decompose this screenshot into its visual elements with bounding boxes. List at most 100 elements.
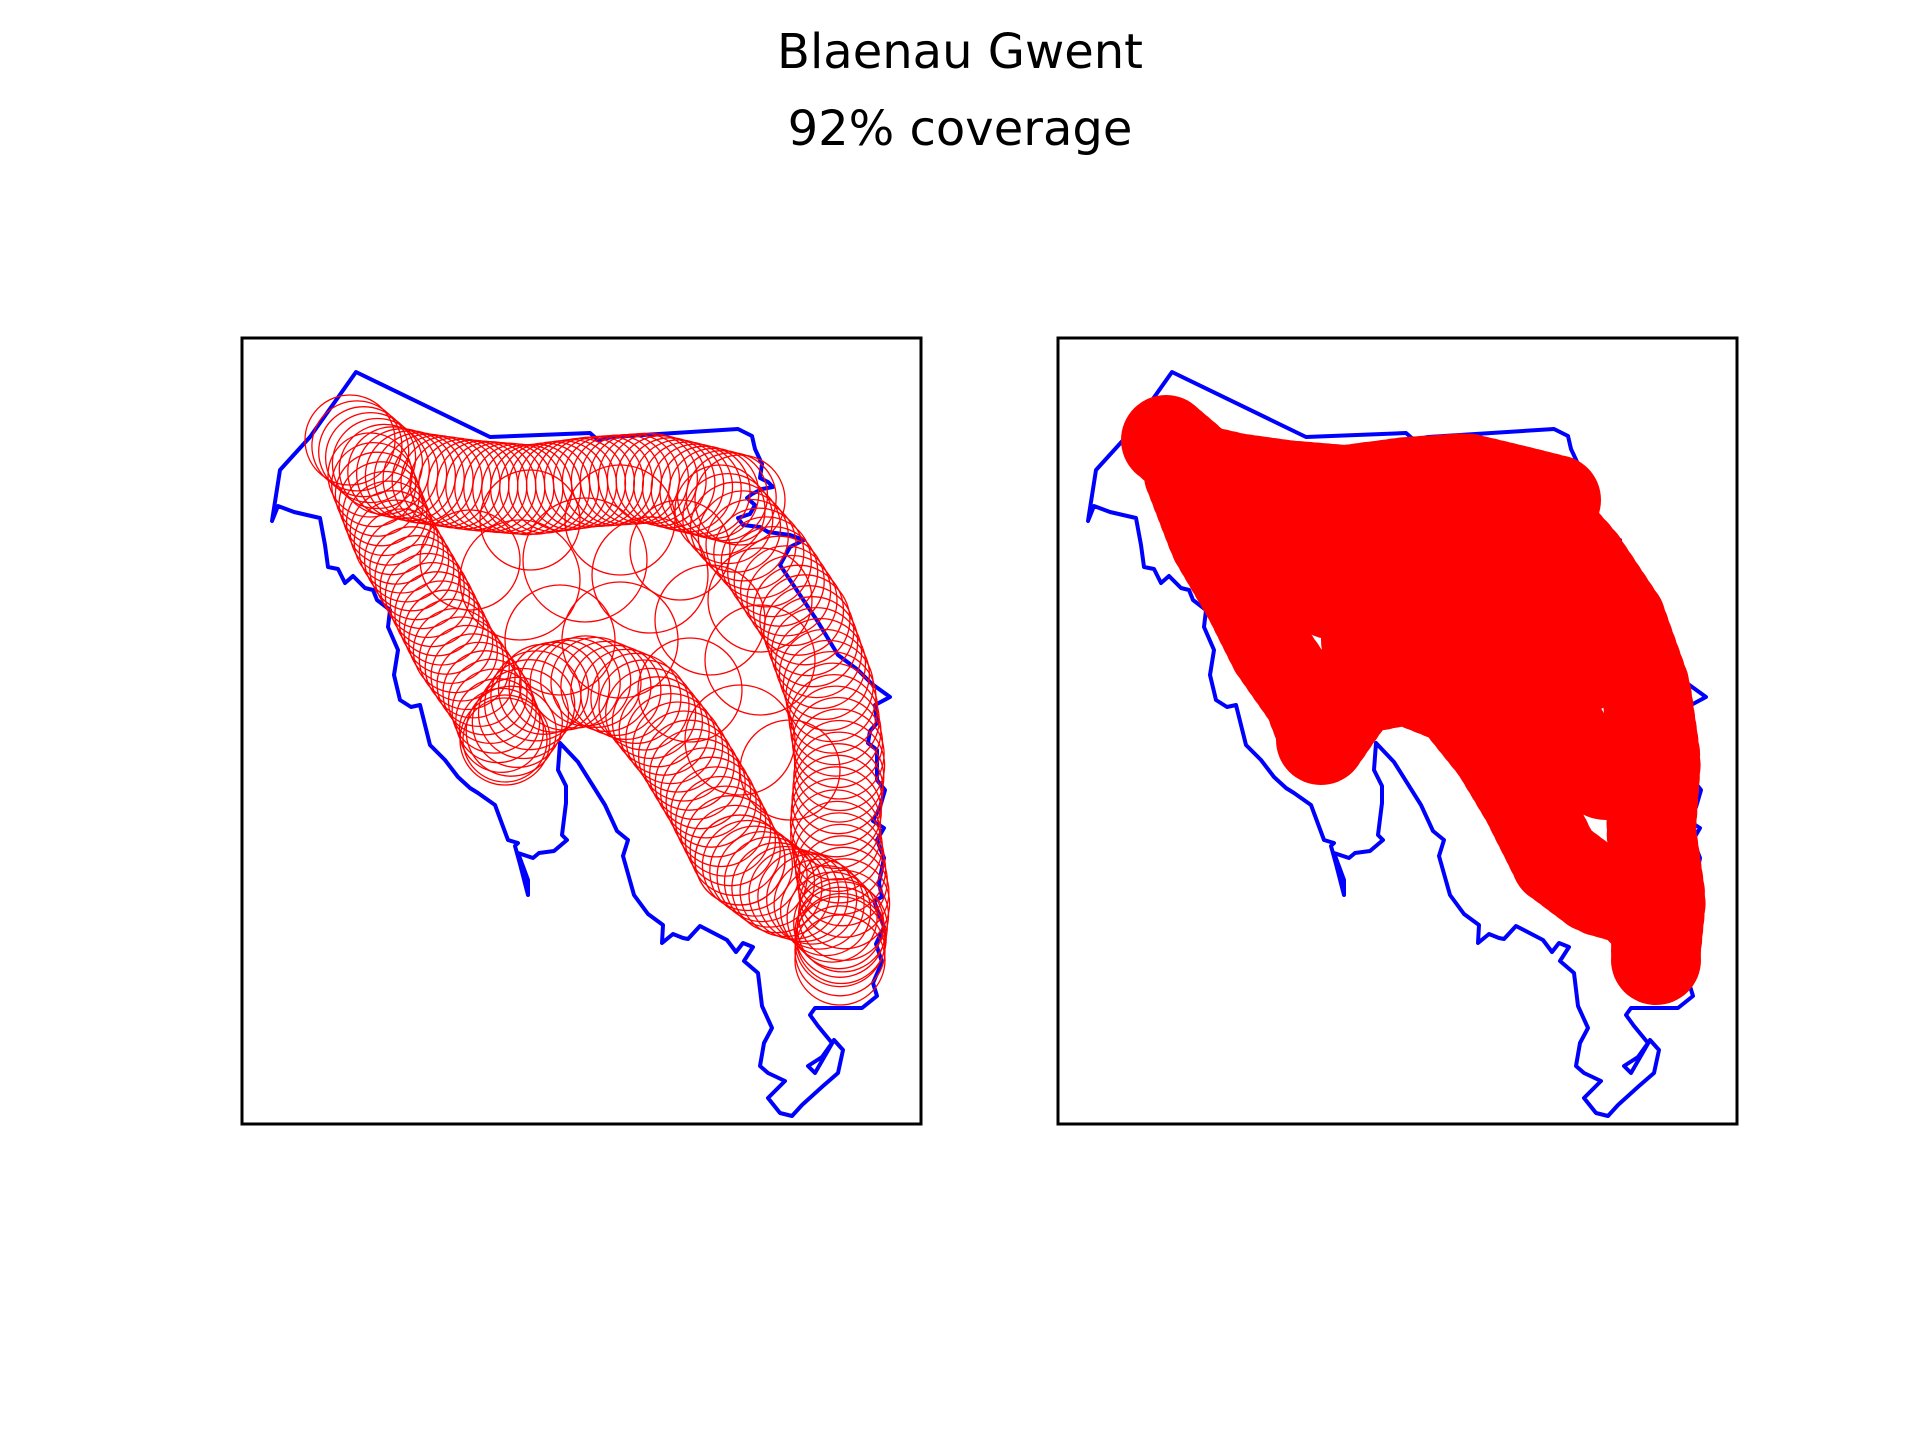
coverage-circle <box>794 914 886 1006</box>
coverage-circle <box>716 830 808 923</box>
coverage-circle <box>629 499 731 601</box>
coverage-circle <box>739 845 831 938</box>
coverage-circle <box>633 439 725 531</box>
chart-title: Blaenau Gwent <box>777 24 1143 80</box>
coverage-circle <box>504 584 616 696</box>
coverage-circle <box>670 766 762 858</box>
coverage-circle <box>674 464 766 556</box>
coverage-circle <box>637 637 743 743</box>
coverage-circle <box>484 659 576 751</box>
coverage-circle <box>665 756 757 848</box>
coverage-circle <box>689 804 781 897</box>
coverage-circle <box>471 676 563 769</box>
coverage-circle <box>782 639 874 732</box>
coverage-circle <box>606 432 699 525</box>
coverage-circle <box>733 535 825 627</box>
coverage-circle <box>424 624 510 711</box>
coverage-circle <box>697 490 789 582</box>
coverage-circle <box>436 641 522 728</box>
circles-panel <box>240 336 923 1126</box>
coverage-circle <box>757 850 849 943</box>
coverage-circle <box>794 886 886 978</box>
coverage-circle <box>748 848 840 940</box>
coverage-circle <box>789 777 882 870</box>
coverage-circle <box>311 400 403 492</box>
coverage-circle <box>625 692 717 785</box>
coverage-circle <box>660 747 752 839</box>
coverage-circle <box>790 766 882 858</box>
coverage-circle <box>778 628 871 721</box>
region-boundary-left <box>270 370 892 1118</box>
coverage-circle <box>798 846 890 938</box>
coverage-circle <box>727 525 819 618</box>
coverage-circle <box>713 507 805 599</box>
panel-frame-left <box>240 336 923 1126</box>
coverage-circle <box>720 516 812 608</box>
coverage-circle <box>675 775 767 868</box>
coverage-circle <box>701 819 794 912</box>
coverage-union <box>1121 395 1706 1005</box>
coverage-circle <box>465 685 557 777</box>
coverage-circle <box>561 581 679 699</box>
coverage-circle <box>774 617 867 710</box>
coverage-circle <box>650 443 742 535</box>
coverage-circle <box>1446 500 1546 600</box>
coverage-circle <box>684 795 777 887</box>
coverage-circle <box>1524 548 1628 652</box>
coverage-circle <box>685 452 777 544</box>
coverage-circle <box>394 571 480 657</box>
coverage-circle <box>793 731 885 823</box>
coverage-circle <box>624 437 716 529</box>
coverage-circle <box>570 644 662 737</box>
coverage-circle <box>694 814 786 906</box>
coverage-circle <box>522 497 648 623</box>
coverage-circle <box>793 719 886 812</box>
coverage-circle <box>631 701 724 793</box>
panel-frame-right <box>1056 336 1739 1126</box>
coverage-circle <box>705 498 797 591</box>
coverage-circle <box>518 639 611 731</box>
coverage-circle <box>529 637 621 729</box>
coverage-circle <box>318 406 410 498</box>
coverage-circle <box>408 598 494 685</box>
coverage-circle <box>654 564 766 676</box>
coverage-circle <box>793 708 885 800</box>
coverage-circle <box>679 785 772 877</box>
coverage-circle <box>564 464 676 576</box>
coverage-circle <box>477 667 570 760</box>
coverage-circle <box>345 480 432 566</box>
coverage-circle <box>794 895 886 988</box>
coverage-circle <box>794 905 886 997</box>
coverage-circle <box>704 604 816 716</box>
coverage-circle <box>684 684 796 796</box>
coverage-circle <box>590 652 682 745</box>
coverage-circle <box>412 607 499 694</box>
coverage-circle <box>1611 915 1701 1005</box>
coverage-circle <box>389 561 475 648</box>
coverage-circle <box>459 694 551 786</box>
coverage-circle <box>358 508 445 594</box>
coverage-circle <box>637 710 730 802</box>
coverage-circle <box>324 411 417 504</box>
coverage-circle <box>746 554 838 647</box>
coverage-circle <box>766 853 858 945</box>
coverage-circle <box>403 589 489 675</box>
coverage-circle <box>419 509 521 611</box>
coverage-circle <box>605 667 697 760</box>
coverage-circle <box>384 552 471 639</box>
coverage-circle <box>767 596 859 688</box>
coverage-circle <box>591 516 709 634</box>
coverage-circle <box>363 517 450 603</box>
coverage-circle <box>641 441 734 533</box>
coverage-circle <box>479 469 581 571</box>
coverage-union-panel <box>1056 336 1739 1126</box>
coverage-circle <box>770 606 863 699</box>
coverage-circle <box>331 417 424 510</box>
coverage-circle <box>615 435 707 527</box>
coverage-circle <box>694 454 786 546</box>
coverage-circle <box>508 641 600 733</box>
coverage-circle <box>1296 470 1396 570</box>
chart-subtitle: 92% coverage <box>788 101 1133 157</box>
coverage-circle <box>779 864 872 957</box>
